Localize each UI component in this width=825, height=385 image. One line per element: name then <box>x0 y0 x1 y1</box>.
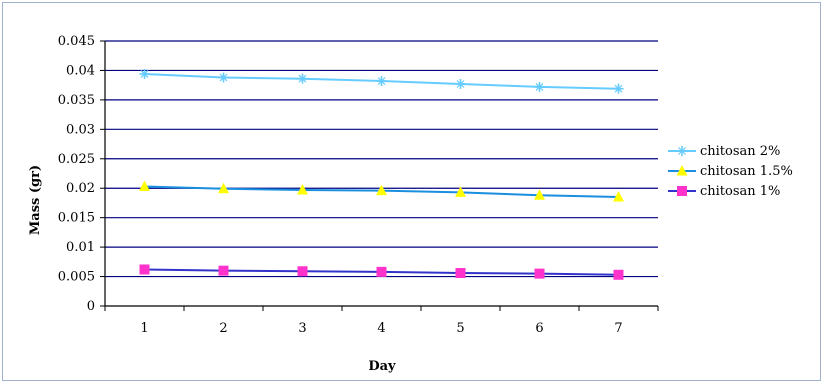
data-point-square <box>455 268 466 279</box>
x-tick-label: 1 <box>140 321 148 336</box>
y-tick-labels: 0 0.005 0.01 0.015 0.02 0.025 0.03 0.035 0.04 0.0… <box>58 34 95 314</box>
data-point-star <box>677 146 687 156</box>
data-point-star <box>139 68 150 79</box>
data-point-triangle <box>534 189 545 200</box>
legend-label: chitosan 1% <box>700 184 780 199</box>
data-point-triangle <box>676 165 688 176</box>
x-axis-title: Day <box>368 359 396 374</box>
data-point-star <box>218 72 229 83</box>
x-tick-label: 5 <box>456 321 464 336</box>
series-2 <box>139 180 624 202</box>
legend-item: chitosan 1.5% <box>668 164 793 179</box>
y-tick-label: 0.005 <box>58 270 95 285</box>
data-point-square <box>613 269 624 280</box>
x-tick-label: 7 <box>614 321 622 336</box>
y-tick-label: 0.04 <box>66 63 95 78</box>
y-tick-label: 0.03 <box>66 122 95 137</box>
legend-item: chitosan 1% <box>668 184 780 199</box>
data-point-triangle <box>297 183 308 195</box>
data-point-star <box>376 76 387 87</box>
legend-label: chitosan 1.5% <box>700 164 793 179</box>
gridlines <box>105 40 658 278</box>
y-tick-label: 0.02 <box>66 181 95 196</box>
y-tick-label: 0.015 <box>58 211 95 226</box>
legend: chitosan 2% chitosan 1.5% chitosan 1% <box>668 144 793 199</box>
x-tick-label: 6 <box>535 321 543 336</box>
series <box>139 68 624 280</box>
data-point-square <box>376 266 387 277</box>
x-tick-labels: 1 2 3 4 5 6 7 <box>140 321 622 336</box>
data-point-square <box>297 266 308 277</box>
y-tick-label: 0 <box>87 299 95 314</box>
y-tick-label: 0.025 <box>58 152 95 167</box>
y-tick-label: 0.035 <box>58 93 95 108</box>
series-3 <box>139 264 624 280</box>
x-tick-label: 2 <box>219 321 227 336</box>
x-tick-label: 4 <box>377 321 385 336</box>
y-tick-label: 0.01 <box>66 240 95 255</box>
data-point-triangle <box>139 180 150 191</box>
data-point-triangle <box>455 186 466 197</box>
data-point-square <box>677 186 687 196</box>
data-point-triangle <box>376 184 387 196</box>
x-tick-label: 3 <box>298 321 306 336</box>
data-point-square <box>218 265 229 276</box>
y-axis-title: Mass (gr) <box>28 165 43 235</box>
legend-label: chitosan 2% <box>700 144 780 159</box>
data-point-star <box>613 83 624 94</box>
data-point-star <box>455 78 466 89</box>
y-tick-label: 0.045 <box>58 34 95 49</box>
data-point-star <box>297 73 308 84</box>
axes <box>100 40 659 311</box>
data-point-square <box>139 264 150 275</box>
data-point-triangle <box>613 191 624 202</box>
data-point-square <box>534 268 545 279</box>
data-point-star <box>534 81 545 92</box>
data-point-triangle <box>218 182 229 194</box>
legend-item: chitosan 2% <box>668 144 780 159</box>
series-1 <box>139 68 624 94</box>
